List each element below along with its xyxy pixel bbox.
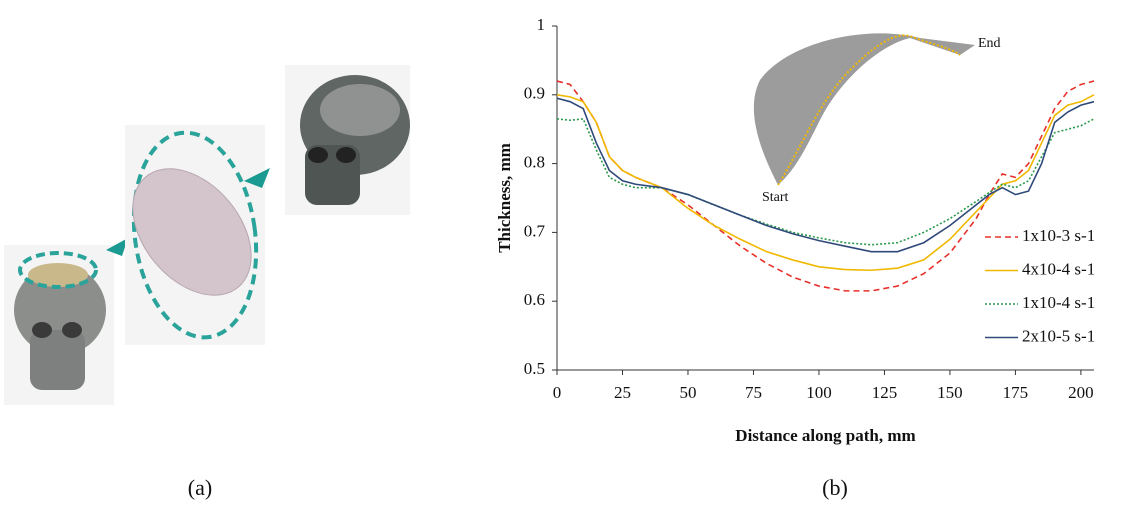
x-tick-label: 125 (872, 383, 898, 402)
caption: (b) (822, 475, 848, 500)
y-tick-label: 0.5 (524, 359, 545, 378)
annotation: Start (762, 190, 789, 205)
legend-label: 2x10-5 s-1 (1022, 326, 1095, 345)
skull-illustration-left (4, 245, 114, 405)
skull-illustration-right (285, 65, 410, 215)
inset-shell (753, 33, 975, 186)
arrow (106, 238, 128, 256)
y-tick-label: 1 (537, 15, 546, 34)
y-axis-label: Thickness, mm (495, 143, 514, 253)
caption: (a) (188, 475, 212, 500)
annotation: End (978, 36, 1001, 51)
implant-illustration (125, 125, 265, 345)
x-tick-label: 175 (1003, 383, 1029, 402)
y-tick-label: 0.7 (524, 221, 546, 240)
data-line (556, 80, 1095, 292)
arrow (244, 168, 270, 188)
y-tick-label: 0.6 (524, 290, 545, 309)
data-line (556, 97, 1095, 253)
y-tick-label: 0.9 (524, 84, 545, 103)
x-tick-label: 100 (806, 383, 832, 402)
x-axis-label: Distance along path, mm (735, 426, 915, 445)
data-line (556, 118, 1095, 246)
x-tick-label: 50 (679, 383, 696, 402)
y-tick-label: 0.8 (524, 153, 545, 172)
x-tick-label: 150 (937, 383, 963, 402)
data-line (556, 94, 1095, 272)
legend-label: 1x10-3 s-1 (1022, 226, 1095, 245)
legend-label: 1x10-4 s-1 (1022, 293, 1095, 312)
x-tick-label: 0 (553, 383, 562, 402)
x-tick-label: 200 (1068, 383, 1094, 402)
legend-label: 4x10-4 s-1 (1022, 259, 1095, 278)
x-tick-label: 75 (745, 383, 762, 402)
x-tick-label: 25 (614, 383, 631, 402)
